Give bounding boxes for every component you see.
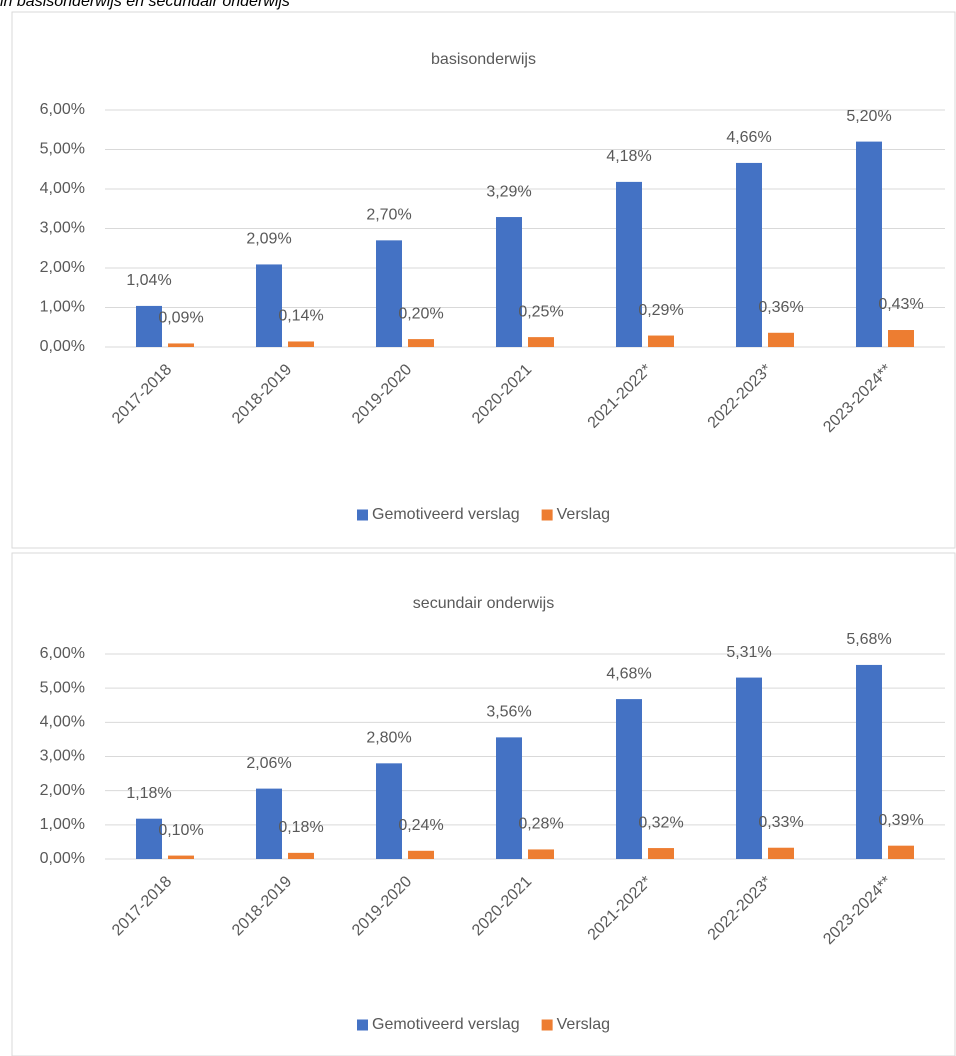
bar (856, 141, 882, 347)
data-label: 0,14% (278, 308, 323, 325)
bar (496, 737, 522, 859)
data-label: 0,25% (518, 303, 563, 320)
chart-title: secundair onderwijs (413, 595, 554, 612)
data-label: 5,20% (846, 108, 891, 125)
bar (256, 788, 282, 859)
caption: in basisonderwijs en secundair onderwijs (0, 0, 290, 10)
data-label: 0,33% (758, 814, 803, 831)
legend-label: Verslag (557, 1016, 610, 1033)
data-label: 3,56% (486, 704, 531, 721)
data-label: 0,28% (518, 816, 563, 833)
chart: secundair onderwijs 0,00% 1,00% 2,00% 3,00% 4… (11, 552, 956, 1056)
data-label: 0,20% (398, 305, 443, 322)
legend-label: Gemotiveerd verslag (372, 1016, 520, 1033)
bar (736, 162, 762, 347)
bar (136, 305, 162, 347)
bar (168, 855, 194, 859)
data-label: 0,29% (638, 302, 683, 319)
legend-swatch (541, 509, 553, 521)
legend-swatch (541, 1019, 553, 1031)
data-label: 0,24% (398, 817, 443, 834)
legend-label: Gemotiveerd verslag (372, 506, 520, 523)
bar (648, 848, 674, 859)
bar (856, 664, 882, 859)
data-label: 2,09% (246, 231, 291, 248)
data-label: 5,68% (846, 631, 891, 648)
y-tick-label: 3,00% (40, 220, 85, 237)
bar (496, 217, 522, 347)
data-label: 5,31% (726, 644, 771, 661)
data-label: 3,29% (486, 183, 531, 200)
bar (136, 818, 162, 859)
y-tick-label: 2,00% (40, 259, 85, 276)
data-label: 4,18% (606, 148, 651, 165)
bar (376, 240, 402, 347)
data-label: 0,18% (278, 819, 323, 836)
chart: basisonderwijs 0,00% 1,00% 2,00% 3,00% 4,00% 5… (11, 11, 956, 549)
legend-swatch (357, 509, 368, 521)
bar (528, 337, 554, 347)
bar (528, 849, 554, 859)
data-label: 2,06% (246, 755, 291, 772)
data-label: 2,70% (366, 207, 411, 224)
y-tick-label: 4,00% (40, 180, 85, 197)
chart-frame (11, 552, 956, 1056)
y-tick-label: 0,00% (40, 338, 85, 355)
y-tick-label: 2,00% (40, 782, 85, 799)
y-tick-label: 6,00% (40, 101, 85, 118)
y-tick-label: 5,00% (40, 141, 85, 158)
bar (736, 677, 762, 859)
bar (616, 181, 642, 347)
y-tick-label: 5,00% (40, 679, 85, 696)
legend-label: Verslag (557, 506, 610, 523)
y-tick-label: 3,00% (40, 748, 85, 765)
data-label: 4,68% (606, 665, 651, 682)
data-label: 0,43% (878, 296, 923, 313)
y-tick-label: 4,00% (40, 714, 85, 731)
y-tick-label: 1,00% (40, 816, 85, 833)
y-tick-label: 1,00% (40, 299, 85, 316)
data-label: 4,66% (726, 129, 771, 146)
bar (288, 852, 314, 859)
bar (648, 335, 674, 347)
bar (288, 341, 314, 347)
data-label: 0,36% (758, 299, 803, 316)
bar (168, 343, 194, 347)
bar (408, 850, 434, 859)
data-label: 1,04% (126, 272, 171, 289)
bar (768, 847, 794, 859)
bar (768, 332, 794, 347)
y-tick-label: 6,00% (40, 645, 85, 662)
data-label: 0,32% (638, 814, 683, 831)
data-label: 0,09% (158, 310, 203, 327)
bar (376, 763, 402, 859)
data-label: 0,10% (158, 822, 203, 839)
data-label: 1,18% (126, 785, 171, 802)
chart-frame (11, 11, 956, 549)
bar (888, 330, 914, 347)
chart-title: basisonderwijs (431, 51, 536, 68)
bar (256, 264, 282, 347)
data-label: 2,80% (366, 730, 411, 747)
legend-swatch (357, 1019, 368, 1031)
data-label: 0,39% (878, 812, 923, 829)
bar (888, 845, 914, 859)
bar (616, 699, 642, 859)
y-tick-label: 0,00% (40, 850, 85, 867)
bar (408, 339, 434, 347)
